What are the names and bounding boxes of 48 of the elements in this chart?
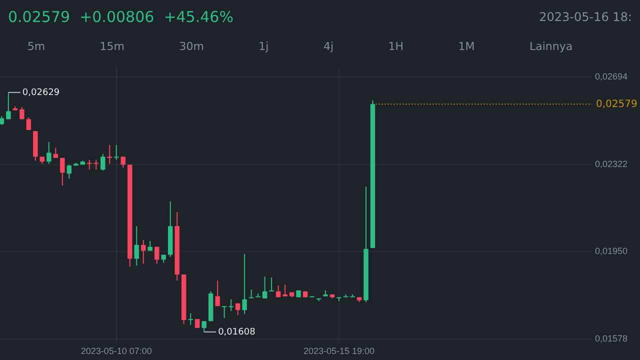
- candlestick: [53, 147, 58, 158]
- candlestick: [222, 306, 227, 319]
- annotation: 0,02629: [22, 88, 60, 98]
- chart-subtitle: 2023-05-16 18:: [539, 10, 632, 24]
- x-tick-label: 2023-05-15 19:00: [303, 346, 375, 356]
- text: 5m: [27, 40, 46, 53]
- candlestick: [269, 277, 274, 292]
- text: 30m: [179, 40, 204, 53]
- ref-line-label: 0,02579: [596, 98, 638, 110]
- text: 1M: [458, 40, 475, 53]
- chart-title: 0.02579 +0.00806 +45.46%: [8, 8, 234, 26]
- candlestick: [6, 92, 11, 120]
- candlestick: [154, 246, 160, 264]
- text: Lainnya: [529, 40, 573, 53]
- candlestick: [87, 159, 92, 170]
- candlestick: [26, 116, 32, 130]
- candlestick: [248, 288, 254, 298]
- y-tick-label: 0,01578: [595, 333, 628, 344]
- candlestick: [60, 157, 65, 186]
- y-tick-label: 0,02694: [595, 72, 628, 82]
- candlestick: [114, 144, 119, 160]
- candlestick: [66, 164, 72, 180]
- candlestick: [242, 253, 247, 315]
- candlestick: [134, 226, 139, 266]
- y-tick-label: 0,02322: [595, 158, 628, 169]
- y-tick-label: 0,01950: [595, 246, 628, 256]
- candlestick: [256, 292, 260, 298]
- candlestick: [262, 276, 268, 299]
- candlestick: [148, 240, 152, 252]
- text: 1j: [258, 40, 269, 53]
- candlestick: [228, 298, 234, 312]
- candlestick: [343, 294, 348, 298]
- candlestick: [202, 320, 206, 332]
- x-tick-label: 2023-05-10 07:00: [80, 346, 152, 356]
- candlestick: [120, 156, 126, 168]
- candlestick: [350, 294, 355, 298]
- candlestick: [215, 280, 220, 307]
- text: 15m: [100, 40, 125, 53]
- candlestick: [282, 284, 288, 297]
- annotation: 0,01608: [218, 327, 256, 338]
- candlestick: [188, 312, 193, 326]
- candlestick: [94, 159, 98, 170]
- candlestick: [141, 239, 146, 264]
- text: 4j: [323, 40, 334, 53]
- text: 1H: [388, 40, 404, 53]
- candlestick: [100, 153, 106, 172]
- candlestick: [107, 144, 112, 164]
- candlestick: [46, 141, 52, 164]
